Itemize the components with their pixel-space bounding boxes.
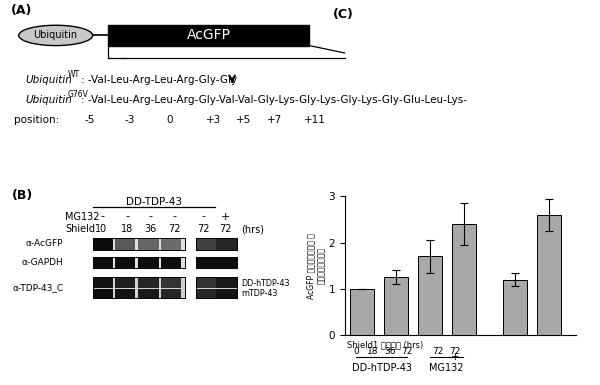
Text: position:: position: xyxy=(14,116,59,126)
Bar xyxy=(196,289,217,298)
Text: +5: +5 xyxy=(236,116,251,126)
Bar xyxy=(93,278,113,288)
Text: +: + xyxy=(451,352,459,362)
Bar xyxy=(93,257,113,268)
Text: 72: 72 xyxy=(401,347,412,356)
Bar xyxy=(115,257,135,268)
Text: 72: 72 xyxy=(433,347,443,356)
Bar xyxy=(537,215,561,335)
Bar xyxy=(161,289,181,298)
Bar xyxy=(196,277,236,298)
Text: (hrs): (hrs) xyxy=(241,224,265,234)
Bar xyxy=(196,238,236,249)
Bar xyxy=(139,289,158,298)
Bar xyxy=(93,289,113,298)
Bar xyxy=(217,289,236,298)
Text: G76V: G76V xyxy=(67,90,88,99)
Bar xyxy=(93,277,185,298)
Text: 72: 72 xyxy=(220,224,232,234)
Bar xyxy=(418,256,442,335)
Text: DD-TDP-43: DD-TDP-43 xyxy=(126,197,182,207)
Bar xyxy=(115,278,135,288)
Bar xyxy=(115,238,135,249)
Text: Shield1 添加時間 (hrs): Shield1 添加時間 (hrs) xyxy=(347,341,423,350)
Text: -: - xyxy=(149,212,153,221)
Text: 72: 72 xyxy=(197,224,210,234)
Text: +3: +3 xyxy=(206,116,221,126)
Bar xyxy=(196,257,236,268)
Text: Ubiquitin: Ubiquitin xyxy=(34,30,78,40)
Text: MG132: MG132 xyxy=(65,212,100,221)
Text: 36: 36 xyxy=(384,347,396,356)
Text: : -Val-Leu-Arg-Leu-Arg-Gly-Val-Val-Gly-Lys-Gly-Lys-Gly-Lys-Gly-Glu-Leu-Lys-: : -Val-Leu-Arg-Leu-Arg-Gly-Val-Val-Gly-L… xyxy=(81,95,467,105)
Bar xyxy=(139,278,158,288)
Bar xyxy=(384,277,408,335)
Text: α-TDP-43_C: α-TDP-43_C xyxy=(13,283,64,292)
Text: (B): (B) xyxy=(11,189,32,202)
Bar xyxy=(93,238,185,249)
Text: 0: 0 xyxy=(100,224,106,234)
Bar xyxy=(93,238,113,249)
Text: WT: WT xyxy=(67,70,80,79)
Text: -: - xyxy=(100,212,104,221)
Text: +11: +11 xyxy=(304,116,325,126)
Text: -: - xyxy=(436,352,440,362)
Text: : -Val-Leu-Arg-Leu-Arg-Gly-Gly: : -Val-Leu-Arg-Leu-Arg-Gly-Gly xyxy=(81,75,237,85)
Bar xyxy=(196,257,217,268)
Text: α-AcGFP: α-AcGFP xyxy=(26,239,64,248)
Bar xyxy=(217,238,236,249)
Text: +: + xyxy=(221,212,230,221)
Text: DD-hTDP-43: DD-hTDP-43 xyxy=(241,279,290,288)
Bar xyxy=(115,289,135,298)
Text: -5: -5 xyxy=(84,116,94,126)
Text: -: - xyxy=(202,212,206,221)
Bar xyxy=(452,224,476,335)
Text: MG132: MG132 xyxy=(429,363,464,373)
Bar xyxy=(350,289,374,335)
Text: 18: 18 xyxy=(367,347,379,356)
Text: Shield1: Shield1 xyxy=(65,224,101,234)
Bar xyxy=(93,238,185,249)
Bar xyxy=(93,277,185,298)
Bar xyxy=(217,257,236,268)
Text: 36: 36 xyxy=(145,224,157,234)
Bar xyxy=(161,278,181,288)
Bar xyxy=(196,277,236,298)
Text: 0: 0 xyxy=(167,116,173,126)
Text: 18: 18 xyxy=(121,224,134,234)
Text: AcGFP: AcGFP xyxy=(187,28,230,42)
Bar xyxy=(196,238,217,249)
Bar xyxy=(217,278,236,288)
Text: α-GAPDH: α-GAPDH xyxy=(22,258,64,267)
Text: 0: 0 xyxy=(353,347,359,356)
Text: +7: +7 xyxy=(266,116,282,126)
Bar xyxy=(93,257,185,268)
Bar xyxy=(108,25,310,45)
Bar xyxy=(161,238,181,249)
Bar xyxy=(196,238,236,249)
Text: Ubiquitin: Ubiquitin xyxy=(25,95,73,105)
Text: (A): (A) xyxy=(11,4,33,17)
Text: mTDP-43: mTDP-43 xyxy=(241,289,278,298)
Text: -: - xyxy=(125,212,130,221)
Bar xyxy=(196,278,217,288)
Bar xyxy=(503,280,527,335)
Text: 72: 72 xyxy=(449,347,460,356)
Y-axis label: AcGFP 融合ユビキチン 核
への集積の相対量: AcGFP 融合ユビキチン 核 への集積の相対量 xyxy=(307,233,326,299)
Bar xyxy=(161,257,181,268)
Ellipse shape xyxy=(19,25,92,45)
Bar xyxy=(139,257,158,268)
Bar xyxy=(196,257,236,268)
Text: Ubiquitin: Ubiquitin xyxy=(25,75,73,85)
Text: DD-hTDP-43: DD-hTDP-43 xyxy=(352,363,412,373)
Text: -: - xyxy=(172,212,176,221)
Text: (C): (C) xyxy=(333,8,354,21)
Text: 72: 72 xyxy=(168,224,181,234)
Bar xyxy=(93,257,185,268)
Text: -3: -3 xyxy=(124,116,135,126)
Bar xyxy=(139,238,158,249)
